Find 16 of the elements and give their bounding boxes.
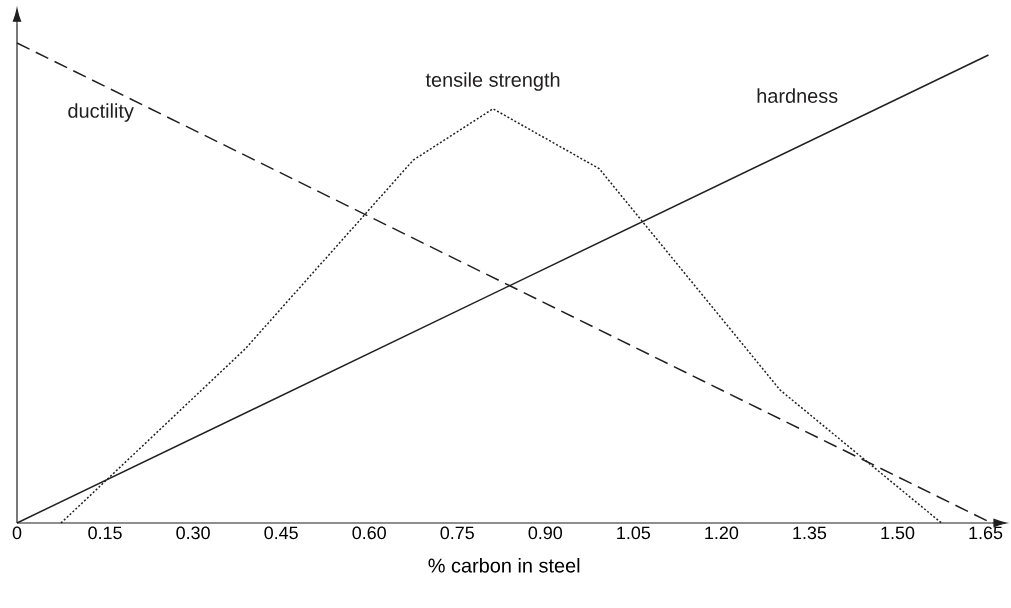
x-tick-label: 0.45 [264, 526, 298, 540]
x-tick-label: 0.15 [88, 526, 122, 540]
x-axis-title: % carbon in steel [428, 558, 580, 573]
x-tick-label: 1.05 [617, 526, 651, 540]
series-label: ductility [68, 103, 134, 122]
x-tick-label: 1.35 [793, 526, 827, 540]
x-tick-label: 0.30 [176, 526, 210, 540]
x-tick-label: 0.75 [440, 526, 474, 540]
x-tick-label: 1.50 [881, 526, 915, 540]
x-tick-label: 0.90 [528, 526, 563, 540]
x-tick-label: 1.65 [969, 526, 1003, 540]
x-tick-label: 1.20 [705, 526, 739, 540]
series-label: hardness [757, 88, 838, 103]
x-tick-label: 0 [12, 526, 22, 540]
x-tick-label: 0.60 [352, 526, 386, 540]
series-label: tensile strength [425, 72, 560, 91]
